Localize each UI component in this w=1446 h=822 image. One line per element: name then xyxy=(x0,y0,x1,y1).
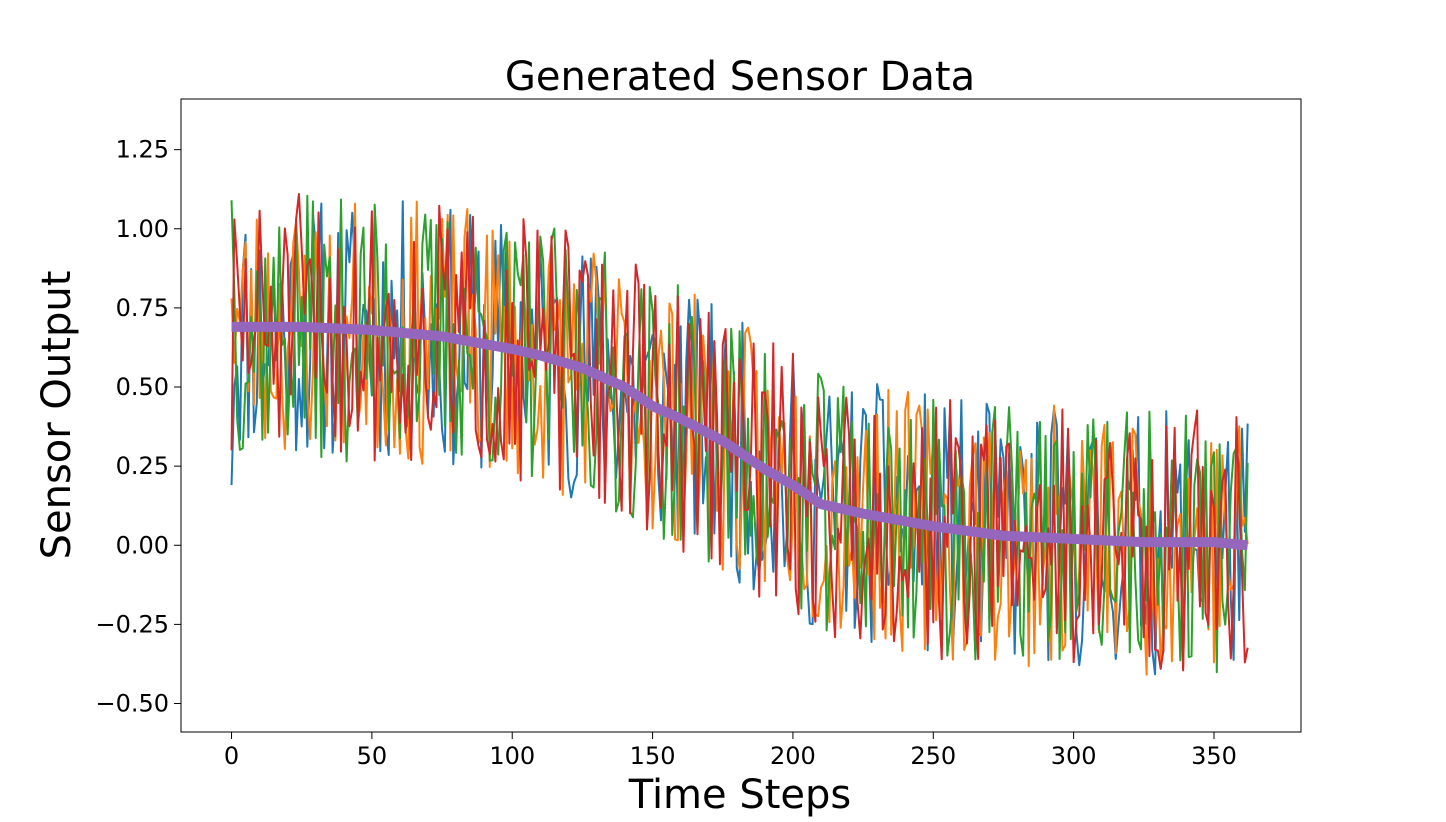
plot-frame xyxy=(180,98,1302,733)
y-tick-label: 0.25 xyxy=(116,452,169,480)
x-tick-label: 200 xyxy=(770,742,816,770)
y-tick-label: 0.75 xyxy=(116,294,169,322)
x-axis: 0 50 100 150 200 250 300 350 xyxy=(224,732,1237,770)
series-layer xyxy=(229,193,1250,676)
y-tick-label: 0.50 xyxy=(116,373,169,401)
trend-line xyxy=(229,321,1250,551)
x-tick-label: 250 xyxy=(910,742,956,770)
x-tick-label: 100 xyxy=(489,742,535,770)
x-tick-label: 150 xyxy=(630,742,676,770)
y-tick-label: −0.25 xyxy=(95,610,169,638)
y-tick-label: 1.25 xyxy=(116,136,169,164)
series-line-4 xyxy=(230,193,1249,672)
y-tick-label: −0.50 xyxy=(95,690,169,718)
y-axis: −0.50 −0.25 0.00 0.25 0.50 0.75 1.00 1.25 xyxy=(95,136,181,718)
series-line-1 xyxy=(230,200,1249,676)
x-tick-label: 0 xyxy=(224,742,239,770)
x-tick-label: 350 xyxy=(1191,742,1237,770)
y-axis-label: Sensor Output xyxy=(34,271,80,560)
x-tick-label: 300 xyxy=(1051,742,1097,770)
y-tick-label: 1.00 xyxy=(116,215,169,243)
chart-title: Generated Sensor Data xyxy=(505,54,975,100)
x-axis-label: Time Steps xyxy=(628,772,852,818)
y-tick-label: 0.00 xyxy=(116,531,169,559)
x-tick-label: 50 xyxy=(357,742,388,770)
